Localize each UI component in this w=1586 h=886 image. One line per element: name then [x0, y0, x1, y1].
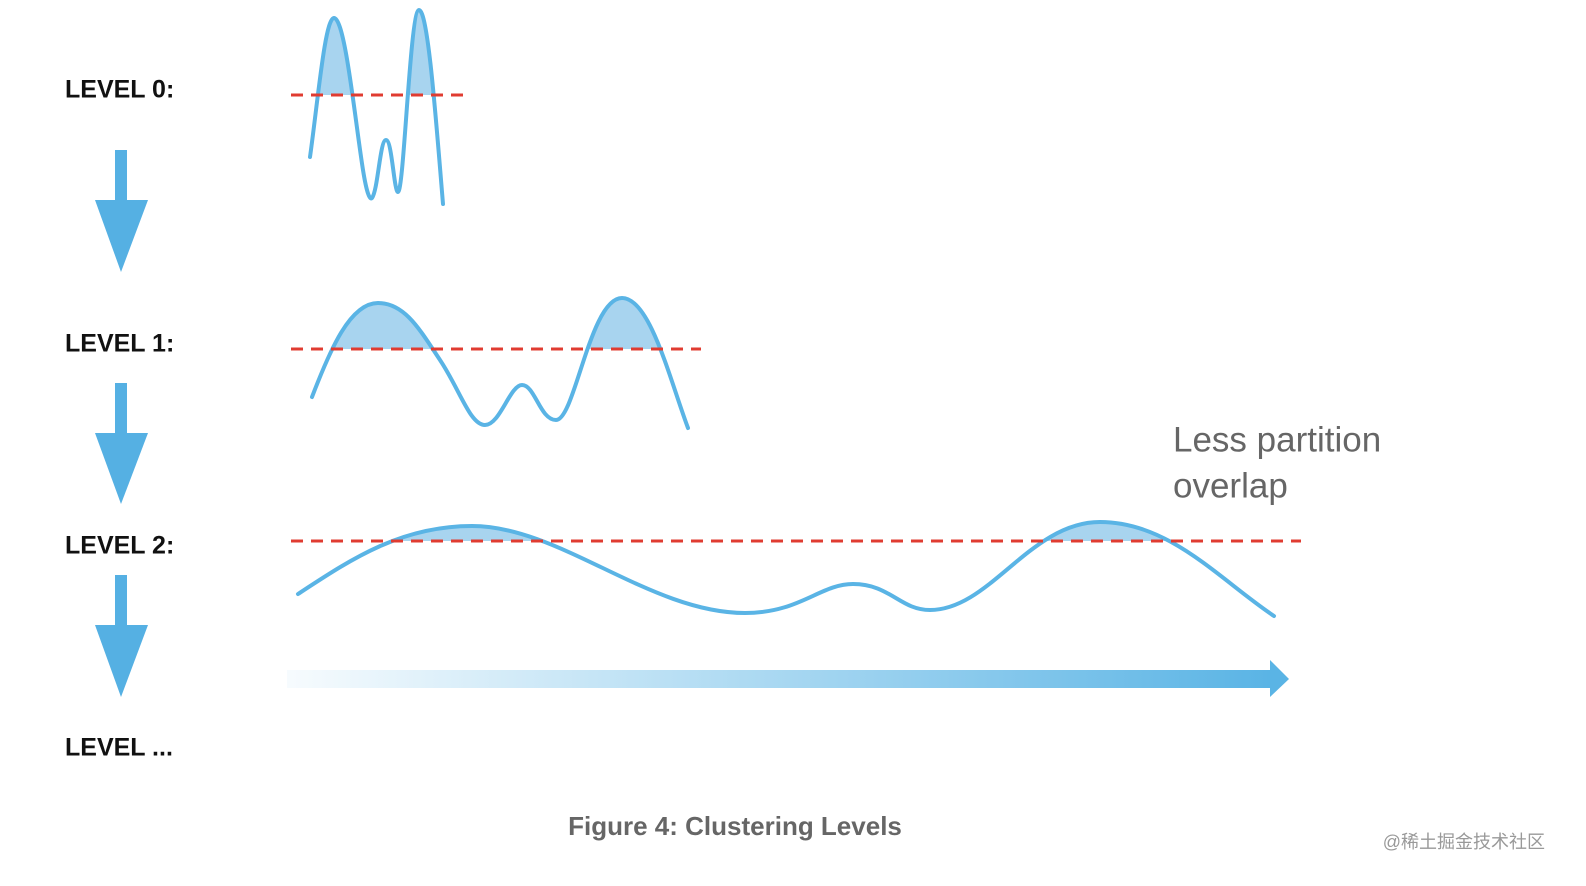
level-1-curve	[291, 295, 701, 430]
gradient-arrow	[287, 660, 1289, 697]
level-label: LEVEL ...	[65, 734, 173, 762]
level-2-curve	[291, 519, 1301, 618]
annotation: overlap	[1173, 466, 1288, 505]
caption: Figure 4: Clustering Levels	[568, 811, 902, 841]
down-arrow	[95, 150, 148, 697]
level-0-curve	[291, 7, 466, 206]
watermark: @稀土掘金技术社区	[1383, 832, 1545, 852]
level-label: LEVEL 1:	[65, 330, 174, 358]
level-label: LEVEL 2:	[65, 532, 174, 560]
annotation: Less partition	[1173, 420, 1381, 459]
level-label: LEVEL 0:	[65, 76, 174, 104]
